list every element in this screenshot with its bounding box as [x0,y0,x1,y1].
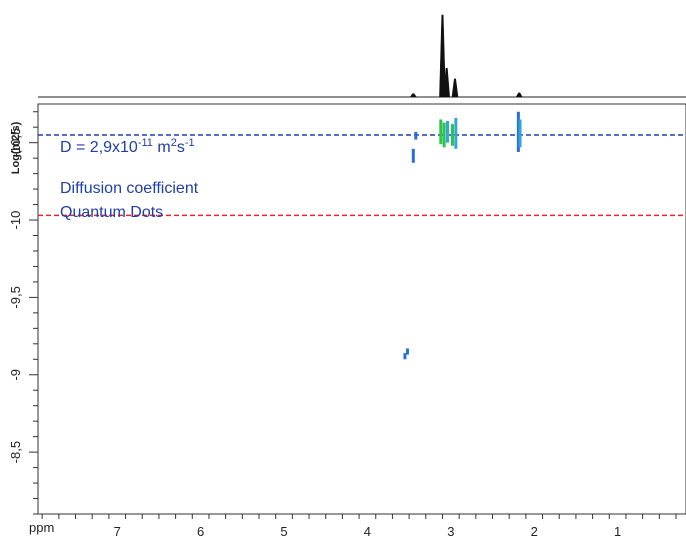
x-tick-label: 3 [447,524,454,537]
projection-peak [451,78,459,98]
x-tick-label: 1 [614,524,621,537]
projection-peak [443,68,450,98]
projection-peak [409,93,417,98]
cross-peak [439,119,443,145]
x-axis: 7 6 5 4 3 2 1 [41,514,677,537]
x-tick-label: 2 [531,524,538,537]
cross-peak [454,117,458,149]
y-tick-label: -9 [8,369,23,381]
cross-peak [518,119,522,148]
projection-spectrum [38,14,686,98]
plot-frame [37,103,686,515]
x-axis-label: ppm [29,520,54,535]
cross-peak [442,122,446,148]
cross-peak [516,111,520,152]
y-tick-label: -10 [8,211,23,230]
x-tick-label: 4 [364,524,371,537]
cross-peaks [403,111,522,360]
cross-peak [411,148,415,163]
y-tick-label: -8,5 [8,441,23,463]
projection-peak [515,92,523,98]
cross-peak [414,131,418,140]
x-tick-label: 5 [280,524,287,537]
cross-peak [403,353,407,360]
annotation-line-2: Quantum Dots [60,204,163,221]
d-value-annotation: D = 2,9x10-11 m2s-1 [60,137,195,156]
x-tick-label: 6 [197,524,204,537]
y-tick-label: -9,5 [8,286,23,308]
cross-peak [445,121,449,143]
reference-lines [38,134,686,217]
cross-peak [405,348,409,355]
y-axis: -10,5 -10 -9,5 -9 -8,5 [8,111,38,515]
cross-peak [450,124,454,146]
y-tick-label: -10,5 [8,128,23,158]
x-tick-label: 7 [114,524,121,537]
y-axis-label: Log(m2/s) [10,121,22,174]
annotation-line-1: Diffusion coefficient [60,180,199,197]
